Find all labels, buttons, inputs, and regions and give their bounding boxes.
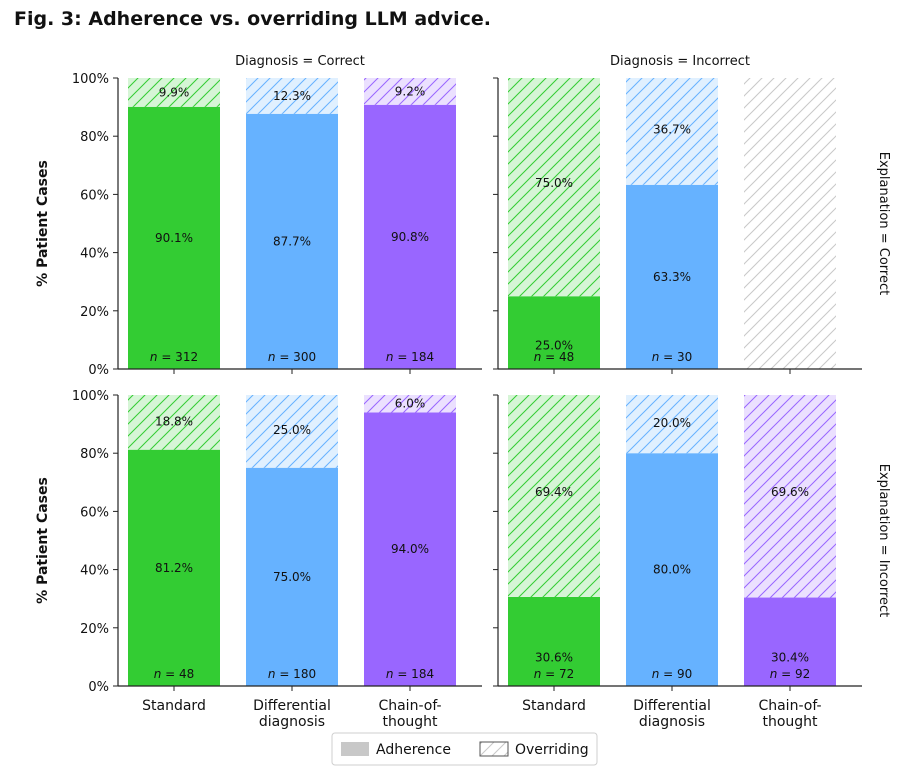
x-tick-label: thought — [382, 714, 438, 730]
x-tick-label: thought — [762, 714, 818, 730]
adherence-bar — [744, 597, 836, 686]
adherence-label: 30.4% — [771, 651, 809, 665]
y-tick-label: 80% — [80, 130, 109, 145]
overriding-bar — [508, 395, 600, 597]
overriding-bar — [364, 395, 456, 413]
y-tick-label: 60% — [80, 188, 109, 203]
panel: 30.6% 69.4% n = 72 80.0% 20.0% n = 90 30.4% 69.… — [493, 394, 862, 730]
row-title: Explanation = Correct — [876, 152, 891, 295]
adherence-bar — [508, 596, 600, 686]
adherence-bar — [626, 184, 718, 369]
overriding-label: 12.3% — [273, 89, 311, 103]
overriding-label: 25.0% — [273, 423, 311, 437]
y-tick-label: 0% — [88, 363, 109, 378]
legend-adherence-swatch — [341, 742, 369, 756]
x-tick-label: Standard — [142, 698, 206, 714]
x-tick-label: diagnosis — [259, 714, 325, 730]
overriding-bar — [128, 395, 220, 450]
adherence-bar — [246, 113, 338, 369]
overriding-bar — [626, 395, 718, 454]
n-label: n = 312 — [150, 350, 198, 364]
overriding-bar — [246, 78, 338, 114]
y-tick-label: 40% — [80, 564, 109, 579]
n-label: n = 180 — [268, 667, 316, 681]
adherence-bar — [364, 104, 456, 369]
n-label: n = 90 — [652, 667, 693, 681]
figure-title: Fig. 3: Adherence vs. overriding LLM adv… — [14, 8, 492, 30]
overriding-label: 18.8% — [155, 414, 193, 428]
adherence-bar — [128, 449, 220, 686]
n-label: n = 184 — [386, 350, 434, 364]
legend-overriding-label: Overriding — [515, 742, 589, 758]
adherence-label: 81.2% — [155, 561, 193, 575]
overriding-bar — [246, 395, 338, 468]
n-label: n = 48 — [534, 350, 575, 364]
overriding-bar — [128, 78, 220, 107]
adherence-label: 25.0% — [535, 339, 573, 353]
overriding-bar — [364, 78, 456, 105]
adherence-label: 80.0% — [653, 563, 691, 577]
adherence-label: 63.3% — [653, 270, 691, 284]
x-tick-label: Standard — [522, 698, 586, 714]
empty-bar — [744, 78, 836, 369]
n-label: n = 48 — [154, 667, 195, 681]
adherence-bar — [128, 106, 220, 370]
legend-box — [331, 732, 598, 766]
overriding-label: 69.4% — [535, 485, 573, 499]
y-tick-label: 100% — [72, 72, 109, 87]
panel: 90.1% 9.9% n = 312 87.7% 12.3% n = 300 90.8% 9.… — [35, 72, 482, 378]
y-tick-label: 20% — [80, 622, 109, 637]
x-tick-label: Chain-of- — [758, 698, 821, 714]
overriding-label: 9.9% — [159, 85, 190, 99]
overriding-label: 69.6% — [771, 485, 809, 499]
adherence-bar — [364, 412, 456, 686]
y-tick-label: 80% — [80, 447, 109, 462]
overriding-label: 9.2% — [395, 84, 426, 98]
adherence-bar — [508, 296, 600, 369]
n-label: n = 72 — [534, 667, 575, 681]
overriding-bar — [744, 395, 836, 598]
adherence-label: 90.8% — [391, 230, 429, 244]
legend-adherence-label: Adherence — [376, 742, 451, 758]
adherence-label: 75.0% — [273, 570, 311, 584]
overriding-label: 6.0% — [395, 397, 426, 411]
y-tick-label: 100% — [72, 389, 109, 404]
column-title: Diagnosis = Incorrect — [610, 54, 750, 69]
overriding-label: 36.7% — [653, 122, 691, 136]
n-label: n = 184 — [386, 667, 434, 681]
overriding-label: 20.0% — [653, 416, 691, 430]
adherence-label: 87.7% — [273, 234, 311, 248]
adherence-label: 90.1% — [155, 231, 193, 245]
y-axis-label: % Patient Cases — [35, 160, 51, 287]
y-tick-label: 60% — [80, 505, 109, 520]
panel: 25.0% 75.0% n = 48 63.3% 36.7% n = 30 — [493, 77, 862, 374]
panel: 81.2% 18.8% n = 48 75.0% 25.0% n = 180 94.0% 6.… — [35, 389, 482, 730]
column-title: Diagnosis = Correct — [235, 54, 365, 69]
x-tick-label: Chain-of- — [378, 698, 441, 714]
y-tick-label: 40% — [80, 247, 109, 262]
row-title: Explanation = Incorrect — [876, 464, 891, 618]
overriding-bar — [508, 78, 600, 297]
y-tick-label: 0% — [88, 680, 109, 695]
x-tick-label: Differential — [253, 698, 331, 714]
y-axis-label: % Patient Cases — [35, 477, 51, 604]
legend-overriding-swatch — [479, 741, 509, 757]
adherence-label: 30.6% — [535, 651, 573, 665]
overriding-bar — [626, 78, 718, 185]
y-tick-label: 20% — [80, 305, 109, 320]
legend: Adherence Overriding — [331, 732, 598, 766]
n-label: n = 300 — [268, 350, 316, 364]
overriding-label: 75.0% — [535, 176, 573, 190]
x-tick-label: diagnosis — [639, 714, 705, 730]
x-tick-label: Differential — [633, 698, 711, 714]
adherence-label: 94.0% — [391, 542, 429, 556]
adherence-bar — [626, 453, 718, 686]
n-label: n = 92 — [770, 667, 811, 681]
n-label: n = 30 — [652, 350, 693, 364]
adherence-bar — [246, 467, 338, 686]
